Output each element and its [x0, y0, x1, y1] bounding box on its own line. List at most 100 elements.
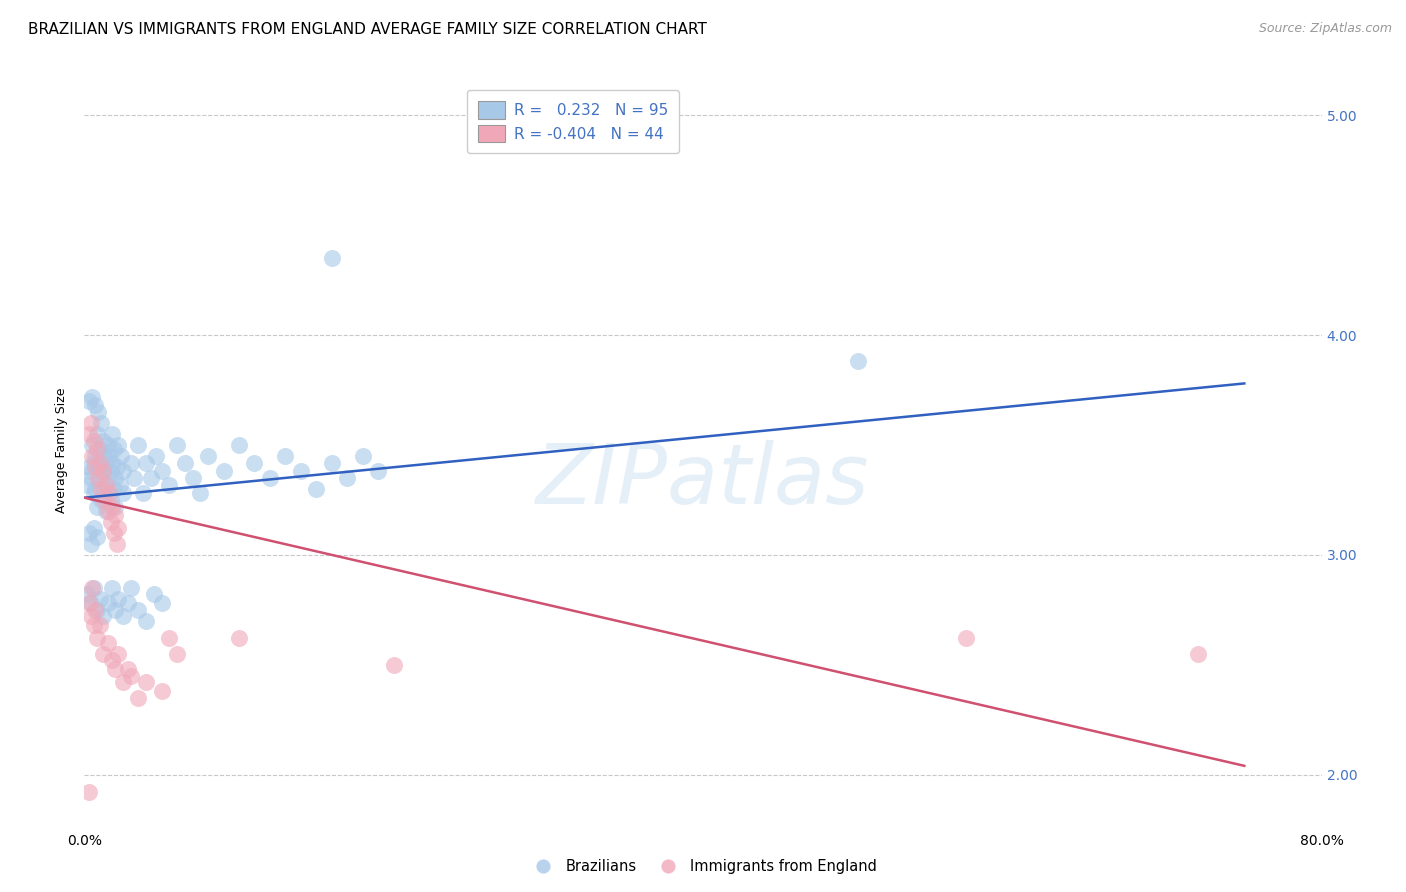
- Point: [84, 603, 107, 617]
- Point: [91, 647, 114, 661]
- Point: [100, 515, 122, 529]
- Point: [90, 482, 112, 496]
- Point: [84, 449, 107, 463]
- Point: [90, 416, 112, 430]
- Point: [120, 669, 142, 683]
- Point: [77, 394, 100, 409]
- Point: [82, 390, 104, 404]
- Point: [89, 442, 111, 457]
- Point: [89, 591, 111, 606]
- Point: [83, 581, 105, 595]
- Point: [83, 456, 105, 470]
- Point: [159, 477, 180, 491]
- Point: [127, 603, 149, 617]
- Point: [104, 471, 127, 485]
- Point: [79, 471, 101, 485]
- Point: [87, 405, 110, 419]
- Point: [93, 492, 115, 507]
- Point: [98, 449, 121, 463]
- Point: [139, 471, 162, 485]
- Point: [91, 464, 114, 478]
- Point: [135, 675, 157, 690]
- Point: [96, 636, 118, 650]
- Text: ZIPatlas: ZIPatlas: [536, 441, 870, 521]
- Point: [83, 434, 105, 448]
- Point: [86, 500, 108, 514]
- Point: [98, 486, 121, 500]
- Point: [91, 464, 114, 478]
- Point: [86, 632, 108, 646]
- Point: [94, 456, 117, 470]
- Point: [76, 477, 98, 491]
- Point: [94, 504, 117, 518]
- Point: [83, 618, 105, 632]
- Point: [103, 482, 125, 496]
- Point: [101, 653, 124, 667]
- Point: [89, 618, 111, 632]
- Point: [120, 456, 142, 470]
- Point: [104, 662, 127, 676]
- Point: [135, 456, 157, 470]
- Point: [117, 596, 139, 610]
- Point: [101, 427, 124, 442]
- Point: [382, 657, 405, 672]
- Point: [352, 449, 374, 463]
- Point: [79, 609, 101, 624]
- Point: [77, 596, 100, 610]
- Point: [127, 438, 149, 452]
- Point: [228, 632, 250, 646]
- Point: [101, 456, 124, 470]
- Point: [145, 449, 167, 463]
- Point: [105, 459, 128, 474]
- Point: [104, 508, 127, 523]
- Point: [367, 464, 389, 478]
- Point: [107, 647, 129, 661]
- Point: [83, 486, 105, 500]
- Point: [243, 456, 266, 470]
- Point: [846, 354, 869, 368]
- Point: [143, 587, 166, 601]
- Point: [150, 464, 173, 478]
- Point: [82, 449, 104, 463]
- Point: [110, 449, 132, 463]
- Point: [87, 471, 110, 485]
- Point: [86, 427, 108, 442]
- Point: [259, 471, 281, 485]
- Point: [93, 482, 115, 496]
- Point: [84, 482, 107, 496]
- Point: [77, 427, 100, 442]
- Point: [103, 442, 125, 457]
- Point: [120, 581, 142, 595]
- Point: [86, 442, 108, 457]
- Point: [336, 471, 359, 485]
- Point: [82, 438, 104, 452]
- Point: [274, 449, 297, 463]
- Point: [105, 537, 128, 551]
- Point: [108, 477, 131, 491]
- Point: [89, 471, 111, 485]
- Point: [77, 459, 100, 474]
- Text: Source: ZipAtlas.com: Source: ZipAtlas.com: [1258, 22, 1392, 36]
- Point: [84, 459, 107, 474]
- Text: BRAZILIAN VS IMMIGRANTS FROM ENGLAND AVERAGE FAMILY SIZE CORRELATION CHART: BRAZILIAN VS IMMIGRANTS FROM ENGLAND AVE…: [28, 22, 707, 37]
- Point: [150, 684, 173, 698]
- Point: [107, 438, 129, 452]
- Point: [86, 603, 108, 617]
- Point: [1187, 647, 1209, 661]
- Point: [150, 596, 173, 610]
- Point: [174, 456, 197, 470]
- Point: [90, 492, 112, 507]
- Point: [101, 581, 124, 595]
- Point: [955, 632, 977, 646]
- Point: [166, 438, 188, 452]
- Point: [159, 632, 180, 646]
- Point: [107, 591, 129, 606]
- Point: [321, 251, 343, 265]
- Point: [96, 438, 118, 452]
- Point: [94, 477, 117, 491]
- Point: [112, 486, 135, 500]
- Y-axis label: Average Family Size: Average Family Size: [55, 388, 69, 513]
- Legend: Brazilians, Immigrants from England: Brazilians, Immigrants from England: [523, 854, 883, 880]
- Point: [104, 500, 127, 514]
- Point: [93, 449, 115, 463]
